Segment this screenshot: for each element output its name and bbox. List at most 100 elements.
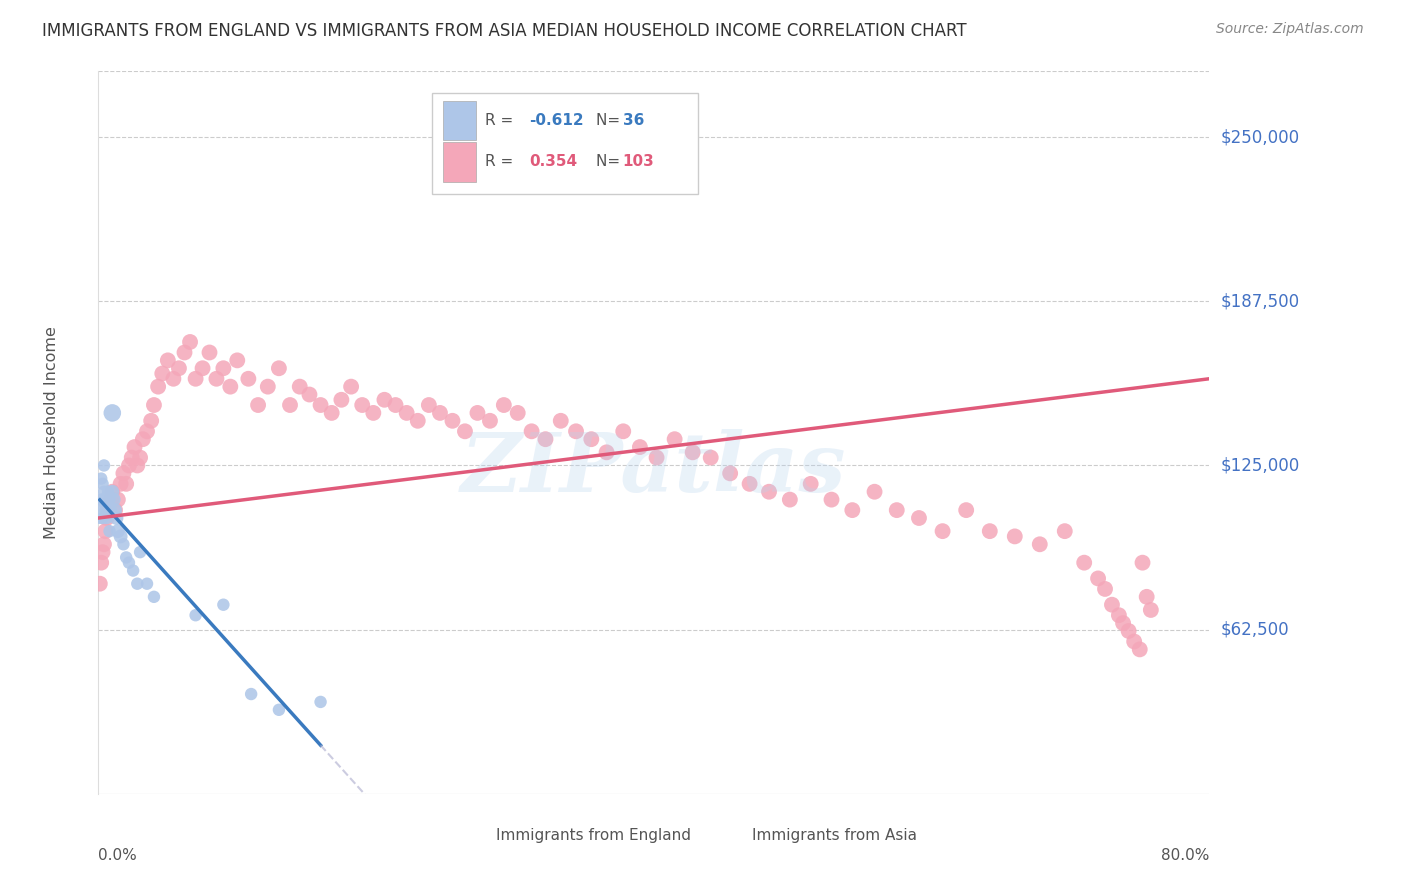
- Text: $250,000: $250,000: [1220, 128, 1299, 146]
- Point: [184, 372, 207, 386]
- Point: [124, 440, 146, 454]
- Point: [550, 414, 572, 428]
- Point: [395, 406, 418, 420]
- Point: [820, 492, 842, 507]
- Text: Immigrants from England: Immigrants from England: [496, 829, 692, 843]
- Point: [94, 498, 117, 512]
- Point: [100, 503, 122, 517]
- Point: [267, 361, 290, 376]
- Text: $125,000: $125,000: [1220, 457, 1299, 475]
- Point: [612, 425, 634, 439]
- Point: [534, 432, 557, 446]
- Circle shape: [718, 827, 745, 845]
- Point: [97, 484, 120, 499]
- Point: [1053, 524, 1076, 538]
- Point: [90, 556, 112, 570]
- Point: [955, 503, 977, 517]
- Point: [129, 450, 152, 465]
- Point: [454, 425, 477, 439]
- Point: [1129, 642, 1152, 657]
- Point: [101, 484, 124, 499]
- Point: [167, 361, 190, 376]
- Point: [309, 398, 332, 412]
- Point: [467, 406, 489, 420]
- Point: [110, 476, 132, 491]
- Point: [256, 379, 278, 393]
- Text: ZIPatlas: ZIPatlas: [461, 429, 846, 508]
- Point: [664, 432, 686, 446]
- Point: [91, 476, 114, 491]
- Point: [115, 550, 138, 565]
- Point: [1101, 598, 1123, 612]
- Point: [191, 361, 214, 376]
- Point: [97, 503, 120, 517]
- Point: [406, 414, 429, 428]
- Point: [429, 406, 451, 420]
- Point: [103, 492, 125, 507]
- Point: [96, 490, 118, 504]
- Point: [908, 511, 931, 525]
- Text: N=: N=: [596, 154, 626, 169]
- Bar: [443, 101, 477, 140]
- Point: [240, 687, 263, 701]
- Point: [93, 537, 115, 551]
- Point: [179, 334, 201, 349]
- Point: [1087, 571, 1109, 585]
- Point: [104, 503, 127, 517]
- Point: [101, 484, 124, 499]
- Point: [90, 472, 112, 486]
- Text: IMMIGRANTS FROM ENGLAND VS IMMIGRANTS FROM ASIA MEDIAN HOUSEHOLD INCOME CORRELAT: IMMIGRANTS FROM ENGLAND VS IMMIGRANTS FR…: [42, 22, 967, 40]
- Point: [309, 695, 332, 709]
- Point: [1004, 529, 1026, 543]
- Point: [298, 387, 321, 401]
- Text: 103: 103: [623, 154, 654, 169]
- Point: [581, 432, 603, 446]
- Point: [127, 458, 149, 473]
- Point: [682, 445, 704, 459]
- Point: [565, 425, 588, 439]
- Circle shape: [463, 827, 489, 845]
- Text: 80.0%: 80.0%: [1161, 848, 1209, 863]
- Point: [238, 372, 260, 386]
- Point: [520, 425, 543, 439]
- Point: [107, 492, 129, 507]
- Point: [1123, 634, 1146, 648]
- Point: [373, 392, 395, 407]
- Point: [800, 476, 823, 491]
- Point: [122, 564, 145, 578]
- Text: $62,500: $62,500: [1220, 621, 1289, 639]
- Point: [288, 379, 311, 393]
- Point: [628, 440, 651, 454]
- Point: [143, 590, 166, 604]
- Point: [98, 524, 121, 538]
- Point: [156, 353, 179, 368]
- Point: [1140, 603, 1163, 617]
- Point: [136, 425, 159, 439]
- Text: N=: N=: [596, 113, 626, 128]
- Text: Immigrants from Asia: Immigrants from Asia: [752, 829, 917, 843]
- Point: [595, 445, 617, 459]
- Point: [506, 406, 529, 420]
- Point: [699, 450, 721, 465]
- Point: [141, 414, 163, 428]
- Point: [118, 458, 141, 473]
- Point: [112, 467, 135, 481]
- Point: [212, 598, 235, 612]
- Text: Median Household Income: Median Household Income: [44, 326, 59, 539]
- Point: [127, 576, 149, 591]
- Point: [132, 432, 155, 446]
- Point: [979, 524, 1001, 538]
- Text: 0.0%: 0.0%: [98, 848, 138, 863]
- Point: [340, 379, 363, 393]
- Point: [841, 503, 863, 517]
- Point: [94, 503, 117, 517]
- Point: [1094, 582, 1116, 596]
- Point: [247, 398, 270, 412]
- Point: [1029, 537, 1052, 551]
- Point: [267, 703, 290, 717]
- Point: [645, 450, 668, 465]
- Point: [91, 511, 114, 525]
- Text: Source: ZipAtlas.com: Source: ZipAtlas.com: [1216, 22, 1364, 37]
- Text: -0.612: -0.612: [530, 113, 583, 128]
- Point: [198, 345, 221, 359]
